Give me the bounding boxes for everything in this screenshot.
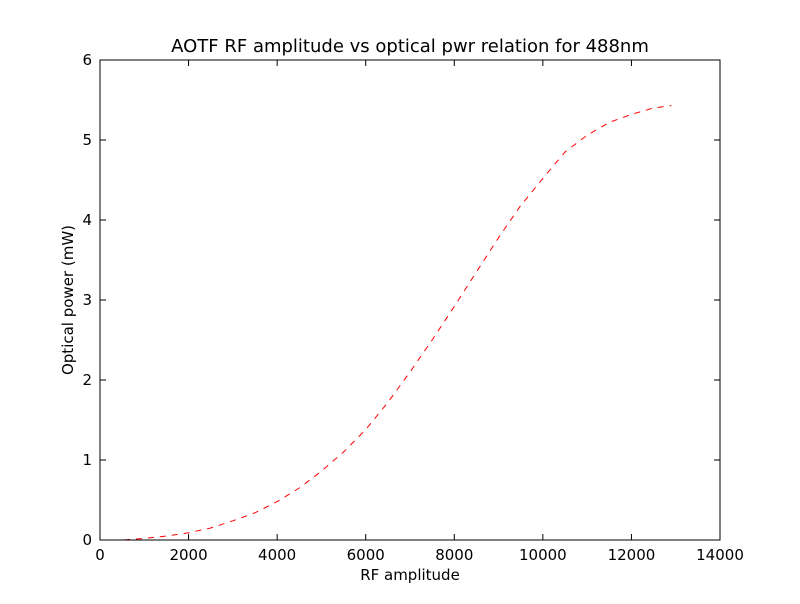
- y-tick-label: 5: [82, 131, 92, 149]
- x-axis-ticks: 0 2000 4000 6000 8000 10000 12000 14000: [95, 60, 744, 564]
- y-axis-ticks: 0 1 2 3 4 5 6: [82, 51, 720, 549]
- chart-title: AOTF RF amplitude vs optical pwr relatio…: [171, 36, 649, 57]
- y-tick-label: 6: [82, 51, 92, 69]
- x-tick-label: 8000: [435, 546, 473, 564]
- x-tick-label: 4000: [258, 546, 296, 564]
- x-tick-label: 14000: [696, 546, 744, 564]
- y-tick-label: 0: [82, 531, 92, 549]
- y-tick-label: 2: [82, 371, 92, 389]
- y-tick-label: 1: [82, 451, 92, 469]
- x-tick-label: 6000: [347, 546, 385, 564]
- x-axis-label: RF amplitude: [360, 566, 460, 584]
- x-tick-label: 2000: [169, 546, 207, 564]
- x-tick-label: 12000: [608, 546, 656, 564]
- series-line-0: [100, 105, 672, 541]
- y-tick-label: 4: [82, 211, 92, 229]
- y-tick-label: 3: [82, 291, 92, 309]
- x-tick-label: 0: [95, 546, 105, 564]
- plot-area: [100, 105, 672, 541]
- x-tick-label: 10000: [519, 546, 567, 564]
- y-axis-label: Optical power (mW): [59, 225, 77, 375]
- plot-frame: [99, 59, 721, 541]
